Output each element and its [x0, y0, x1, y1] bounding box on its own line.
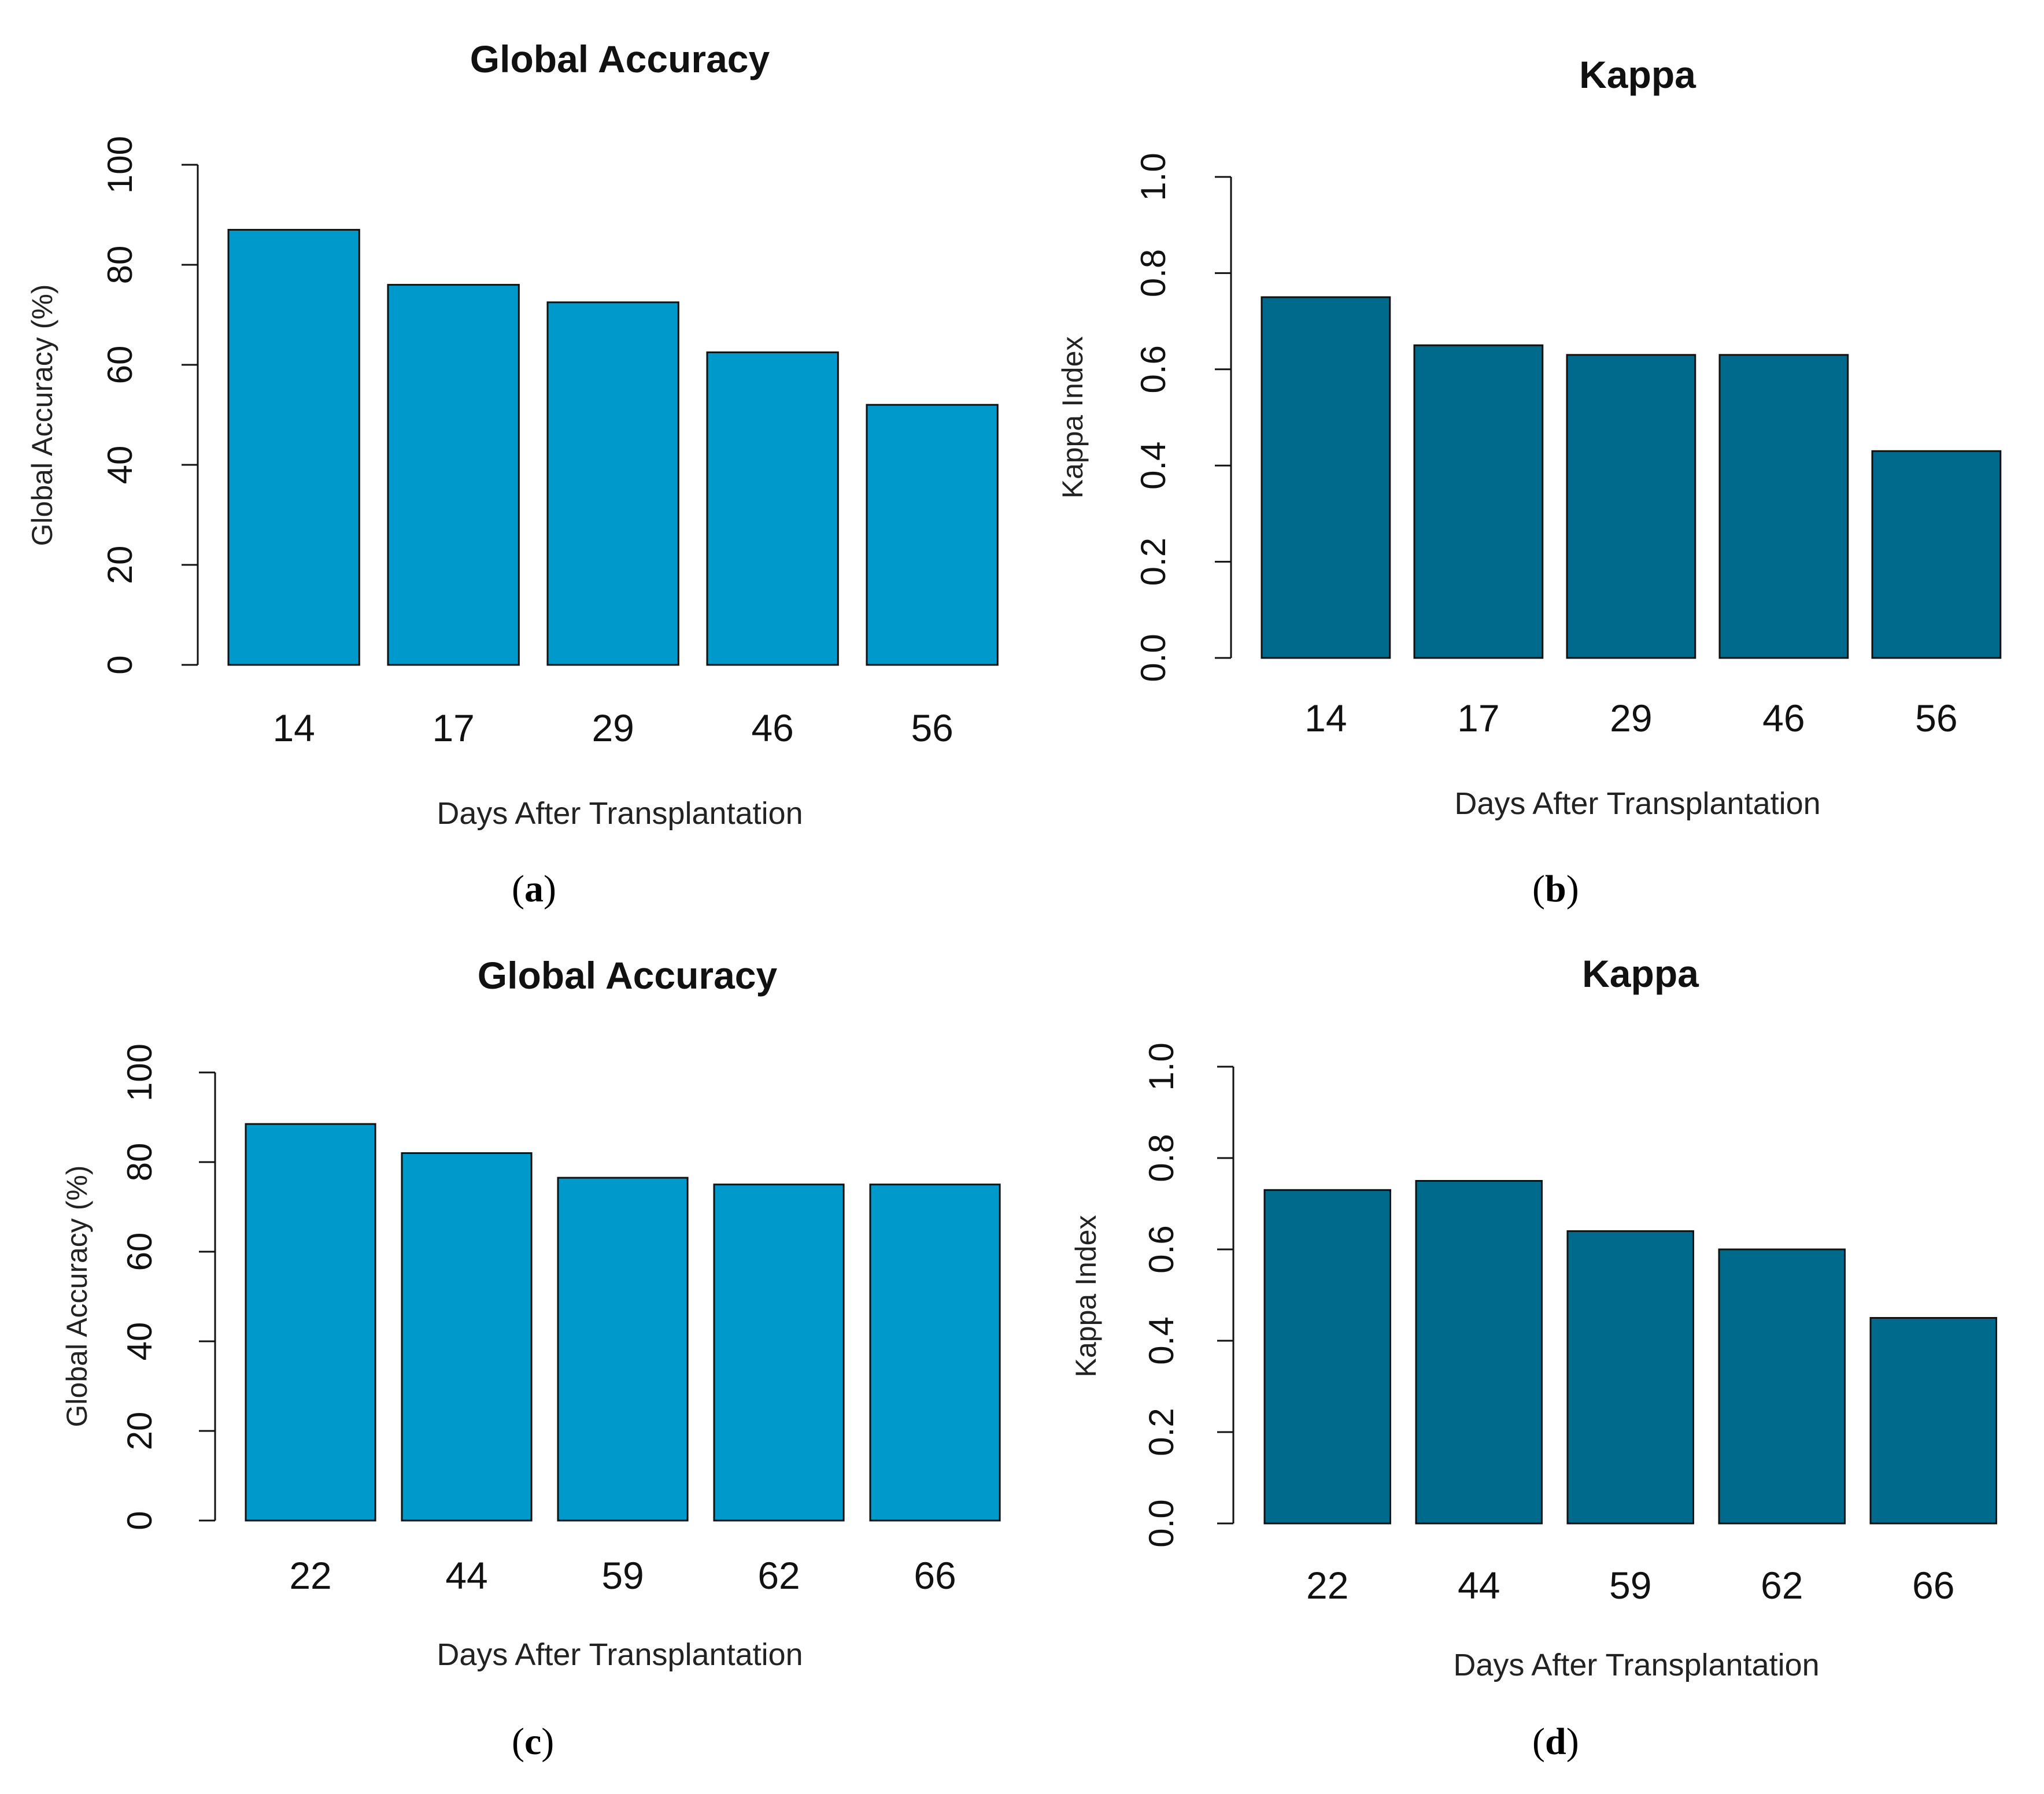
x-tick-label: 14: [272, 706, 315, 749]
x-tick-label: 17: [1457, 697, 1499, 739]
x-axis-label: Days After Transplantation: [437, 796, 803, 831]
bar-29: [1566, 354, 1696, 659]
chart-title: Kappa: [1582, 952, 1699, 995]
x-tick-label: 14: [1304, 697, 1347, 739]
x-tick-label: 62: [757, 1554, 800, 1597]
y-tick-label: 0.6: [1142, 1225, 1181, 1273]
x-axis-label: Days After Transplantation: [1454, 786, 1820, 821]
chart-panel-d: Kappa 0.0 0.2 0.4 0.6 0.8 1.0 Kappa Index 22 44 59…: [1022, 902, 2044, 1729]
x-tick-label: 56: [911, 706, 953, 749]
bar-56: [866, 404, 999, 666]
panel-label-c: (c): [512, 1721, 555, 1763]
y-tick-label: 40: [120, 1322, 159, 1361]
chart-title: Global Accuracy: [470, 38, 770, 80]
y-axis-label: Global Accuracy (%): [26, 284, 58, 546]
y-tick-label: 0.2: [1142, 1408, 1181, 1456]
bar-22: [245, 1123, 376, 1522]
x-tick-label: 17: [432, 706, 474, 749]
y-tick-label: 60: [120, 1233, 159, 1271]
chart-panel-a: Global Accuracy 0 20 40 60 80 100 Global Accura…: [0, 0, 1022, 838]
bar-46: [1718, 354, 1849, 659]
x-tick-label: 59: [1609, 1564, 1651, 1607]
panel-label-b: (b): [1532, 868, 1579, 910]
bar-66: [1869, 1317, 1997, 1525]
chart-title: Global Accuracy: [478, 954, 778, 997]
y-tick-label: 0.0: [1142, 1499, 1181, 1547]
x-tick-label: 66: [914, 1554, 956, 1597]
x-tick-label: 44: [445, 1554, 487, 1597]
x-tick-label: 62: [1761, 1564, 1803, 1607]
chart-panel-b: Kappa 0.0 0.2 0.4 0.6 0.8 1.0 Kappa Index 14 17 29…: [1022, 0, 2044, 838]
bar-62: [1718, 1248, 1846, 1525]
y-axis-label: Kappa Index: [1056, 336, 1089, 499]
y-tick-label: 0.8: [1134, 249, 1173, 297]
x-tick-label: 22: [289, 1554, 331, 1597]
chart-title: Kappa: [1579, 53, 1696, 96]
panel-label-a: (a): [512, 868, 556, 910]
y-axis-label: Global Accuracy (%): [61, 1166, 93, 1427]
bar-22: [1263, 1189, 1391, 1525]
chart-c-svg: Global Accuracy 0 20 40 60 80 100 Global Accura…: [61, 954, 1001, 1672]
bar-44: [1415, 1180, 1543, 1525]
y-tick-label: 60: [101, 346, 139, 384]
bar-59: [557, 1177, 689, 1522]
y-tick-label: 80: [120, 1143, 159, 1182]
y-tick-label: 100: [101, 136, 139, 194]
x-tick-label: 46: [1762, 697, 1805, 739]
bar-62: [713, 1183, 845, 1522]
x-tick-label: 56: [1915, 697, 1957, 739]
bar-29: [546, 301, 679, 666]
y-tick-label: 0.8: [1142, 1134, 1181, 1182]
y-tick-label: 20: [101, 546, 139, 585]
chart-panel-c: Global Accuracy 0 20 40 60 80 100 Global Accura…: [0, 902, 1022, 1729]
x-tick-label: 59: [601, 1554, 644, 1597]
x-tick-label: 46: [751, 706, 793, 749]
y-tick-label: 80: [101, 246, 139, 284]
x-tick-label: 29: [1610, 697, 1652, 739]
y-tick-label: 1.0: [1142, 1042, 1181, 1090]
x-axis-label: Days After Transplantation: [1453, 1648, 1819, 1682]
y-tick-label: 0: [101, 655, 139, 674]
y-tick-label: 20: [120, 1412, 159, 1451]
y-axis-label: Kappa Index: [1070, 1215, 1102, 1378]
chart-d-svg: Kappa 0.0 0.2 0.4 0.6 0.8 1.0 Kappa Index 22 44 59…: [1070, 952, 1997, 1682]
x-tick-label: 29: [592, 706, 634, 749]
x-tick-label: 66: [1912, 1564, 1954, 1607]
chart-a-svg: Global Accuracy 0 20 40 60 80 100 Global Accura…: [26, 38, 999, 831]
y-tick-label: 40: [101, 446, 139, 484]
y-tick-label: 100: [120, 1044, 159, 1101]
bar-14: [227, 228, 360, 666]
bar-14: [1261, 296, 1391, 659]
bar-17: [387, 284, 520, 666]
y-tick-label: 0.4: [1134, 441, 1173, 489]
bar-17: [1413, 344, 1544, 659]
bar-56: [1871, 450, 2002, 659]
x-tick-label: 44: [1458, 1564, 1500, 1607]
bar-44: [401, 1152, 533, 1522]
y-tick-label: 0: [120, 1511, 159, 1530]
y-tick-label: 1.0: [1134, 153, 1173, 201]
bar-59: [1566, 1230, 1694, 1525]
bar-66: [869, 1183, 1001, 1522]
chart-b-svg: Kappa 0.0 0.2 0.4 0.6 0.8 1.0 Kappa Index 14 17 29…: [1056, 53, 2002, 821]
y-tick-label: 0.0: [1134, 634, 1173, 682]
bar-46: [706, 351, 839, 666]
panel-label-d: (d): [1532, 1721, 1579, 1763]
x-tick-label: 22: [1306, 1564, 1348, 1607]
x-axis-label: Days After Transplantation: [437, 1637, 803, 1672]
y-tick-label: 0.6: [1134, 345, 1173, 393]
y-tick-label: 0.4: [1142, 1316, 1181, 1364]
y-tick-label: 0.2: [1134, 538, 1173, 586]
